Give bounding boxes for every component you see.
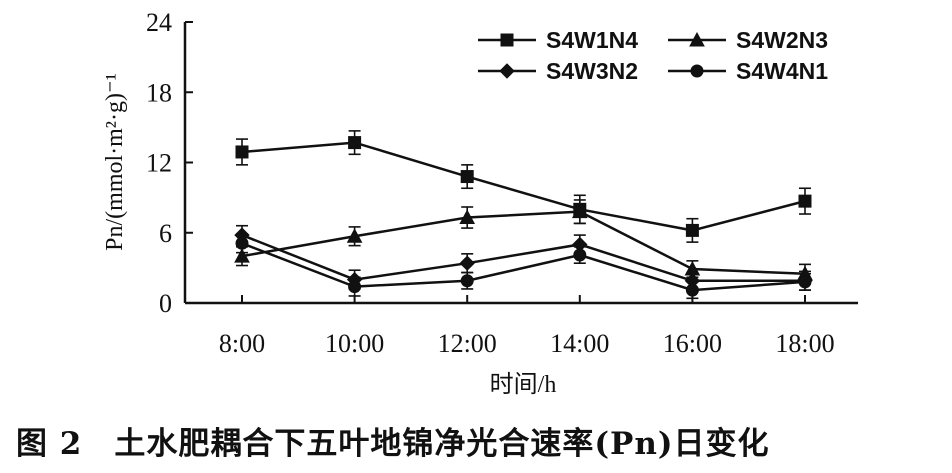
- data-point-triangle: [346, 228, 363, 243]
- x-tick-label: 16:00: [663, 329, 722, 358]
- series-line: [241, 210, 806, 275]
- x-tick-labels: 8:00 10:00 12:00 14:00 16:00 18:00: [219, 329, 835, 358]
- series-S4W4N1: [235, 233, 812, 300]
- data-point-circle: [685, 283, 699, 297]
- legend: S4W1N4 S4W2N3 S4W3N2 S4W4N1: [478, 27, 828, 84]
- data-point-square: [460, 170, 474, 184]
- legend-label: S4W1N4: [546, 27, 638, 53]
- data-point-square: [798, 194, 812, 208]
- legend-item-S4W2N3: S4W2N3: [668, 27, 828, 53]
- series-line: [241, 242, 806, 292]
- data-point-square: [348, 136, 362, 150]
- data-point-diamond: [459, 255, 475, 271]
- data-point-circle: [460, 274, 474, 288]
- x-tick-label: 10:00: [325, 329, 384, 358]
- data-point-square: [500, 33, 514, 47]
- y-tick-label: 24: [146, 8, 172, 37]
- data-point-triangle: [234, 248, 250, 263]
- y-tick-label: 12: [146, 149, 172, 178]
- series-S4W2N3: [234, 199, 813, 284]
- series-line: [241, 233, 805, 283]
- y-tick-label: 0: [159, 289, 172, 318]
- plot-area: [234, 130, 813, 300]
- data-point-circle: [235, 236, 249, 250]
- data-point-triangle: [689, 31, 705, 47]
- data-point-square: [235, 145, 249, 159]
- figure-caption: 图 2 土水肥耦合下五叶地锦净光合速率(Pn)日变化: [16, 426, 770, 462]
- legend-label: S4W3N2: [546, 58, 638, 84]
- series-S4W3N2: [234, 224, 813, 291]
- y-tick-label: 18: [146, 78, 172, 107]
- x-tick-label: 8:00: [219, 329, 265, 358]
- data-point-diamond: [499, 63, 515, 79]
- data-point-triangle: [571, 203, 588, 219]
- axes: [183, 21, 858, 305]
- data-point-circle: [690, 64, 704, 78]
- data-point-circle: [798, 275, 812, 289]
- legend-label: S4W4N1: [736, 58, 828, 84]
- legend-label: S4W2N3: [736, 27, 828, 53]
- legend-item-S4W4N1: S4W4N1: [668, 58, 828, 84]
- data-point-triangle: [459, 209, 476, 225]
- x-axis-label: 时间/h: [490, 371, 557, 398]
- data-point-circle: [573, 248, 587, 262]
- legend-item-S4W1N4: S4W1N4: [478, 27, 638, 53]
- legend-item-S4W3N2: S4W3N2: [478, 58, 638, 84]
- data-point-square: [685, 223, 699, 237]
- y-axis-label: Pn/(mmol·m²·g)⁻¹: [102, 73, 128, 251]
- series-line: [241, 141, 806, 232]
- x-tick-label: 12:00: [438, 329, 497, 358]
- x-tick-label: 14:00: [550, 329, 609, 358]
- series-S4W1N4: [235, 130, 812, 243]
- y-tick-label: 6: [159, 219, 172, 248]
- data-point-circle: [348, 280, 362, 294]
- y-tick-labels: 0 6 12 18 24: [146, 8, 172, 318]
- x-tick-label: 18:00: [775, 329, 834, 358]
